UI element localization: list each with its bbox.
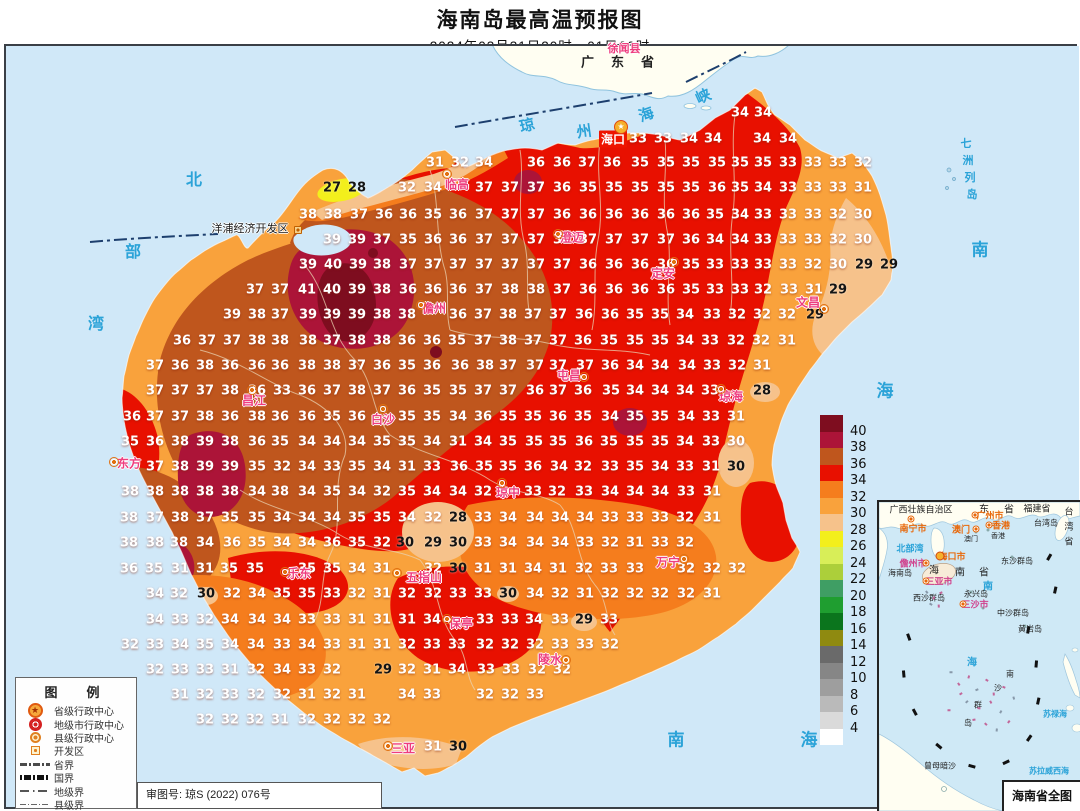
inset-title: 海南省全图 [1002,780,1080,811]
colorbar-cell [820,613,843,630]
dot-circle-icon [29,731,41,743]
line-national-icon [20,775,50,781]
line-county-icon [20,803,50,806]
legend-items: ★ 省级行政中心 地级市行政中心 县级行政中心 开发区 省界国界 地级界 县级界 [16,703,136,811]
colorbar-label: 10 [850,671,867,686]
colorbar-cell [820,695,843,712]
map-legend: 图 例 ★ 省级行政中心 地级市行政中心 县级行政中心 开发区 省界国界 地级界 县级界 [15,677,137,811]
map-panel [4,44,1079,809]
inset-map-svg [879,502,1080,811]
colorbar-cell [820,464,843,481]
legend-item: 县级行政中心 [16,731,136,745]
colorbar-cell [820,481,843,498]
colorbar-cell [820,514,843,531]
colorbar-label: 34 [850,473,867,488]
line-province-icon [20,762,50,766]
colorbar-label: 36 [850,456,867,472]
legend-item-label: 地级市行政中心 [54,720,124,732]
legend-item: 开发区 [16,744,136,759]
colorbar-cell [820,629,843,646]
colorbar-label: 18 [850,605,867,620]
legend-item-label: 省级行政中心 [54,707,114,719]
colorbar-label: 20 [850,588,867,604]
colorbar-label: 8 [850,687,859,703]
county-boundaries [199,114,736,691]
colorbar-cell [820,415,843,432]
legend-item: ★ 省级行政中心 [16,703,136,719]
colorbar-cell [820,547,843,564]
temperature-colorbar: 40 38 36 34 32 30 28 26 24 22 20 18 16 14 12 10 8 6 4 [820,415,890,749]
temperature-shading [122,94,893,769]
legend-item-label: 开发区 [54,747,84,759]
square-icon [30,746,40,756]
colorbar-cell [820,596,843,613]
legend-item-label: 县级界 [54,800,84,811]
colorbar-label: 32 [850,489,867,505]
legend-item-label: 国界 [54,774,74,786]
legend-title: 图 例 [44,685,108,700]
colorbar-label: 30 [850,506,867,521]
strait-boundary-line [89,51,747,243]
guangdong-landmass [492,46,789,100]
legend-item-label: 地级界 [54,787,84,799]
colorbar-cell [820,679,843,696]
colorbar-label: 24 [850,555,867,571]
colorbar-label: 4 [850,720,859,736]
colorbar-cell [820,728,843,745]
colorbar-label: 6 [850,704,859,719]
legend-item-label: 县级行政中心 [54,733,114,745]
colorbar-cell [820,530,843,547]
colorbar-cell [820,712,843,729]
colorbar-cell [820,448,843,465]
approval-number: 审图号: 琼S (2022) 076号 [137,782,382,809]
colorbar-label: 22 [850,572,867,587]
colorbar-label: 26 [850,539,867,554]
colorbar-cells [820,415,843,745]
colorbar-cell [820,580,843,597]
colorbar-label: 40 [850,423,867,439]
colorbar-cell [820,563,843,580]
colorbar-cell [820,431,843,448]
colorbar-label: 16 [850,621,867,637]
inset-borneo [879,733,1005,811]
legend-item: 地级市行政中心 [16,717,136,732]
colorbar-label: 38 [850,440,867,455]
legend-item: 省界 [16,758,136,772]
colorbar-label: 14 [850,638,867,653]
line-prefecture-icon [20,790,50,793]
legend-item: 地级界 [16,784,136,799]
inset-map: 广西壮族自治区东省福建省台湾省台湾岛 澳门 香港 北部湾 海南岛海南省南东沙群岛 西沙群岛… [877,500,1080,811]
double-circle-icon [28,717,42,731]
colorbar-cell [820,662,843,679]
base-map-svg [6,46,1079,807]
page-title: 海南岛最高温预报图 [436,8,644,32]
star-circle-icon: ★ [27,703,43,719]
inset-mainland [879,502,1080,530]
legend-item: 县级界 [16,798,136,811]
colorbar-cell [820,646,843,663]
colorbar-label: 12 [850,654,867,670]
legend-item-label: 省界 [54,760,74,772]
colorbar-label: 28 [850,522,867,538]
legend-item: 国界 [16,771,136,786]
colorbar-cell [820,497,843,514]
inset-taiwan [1054,515,1070,541]
